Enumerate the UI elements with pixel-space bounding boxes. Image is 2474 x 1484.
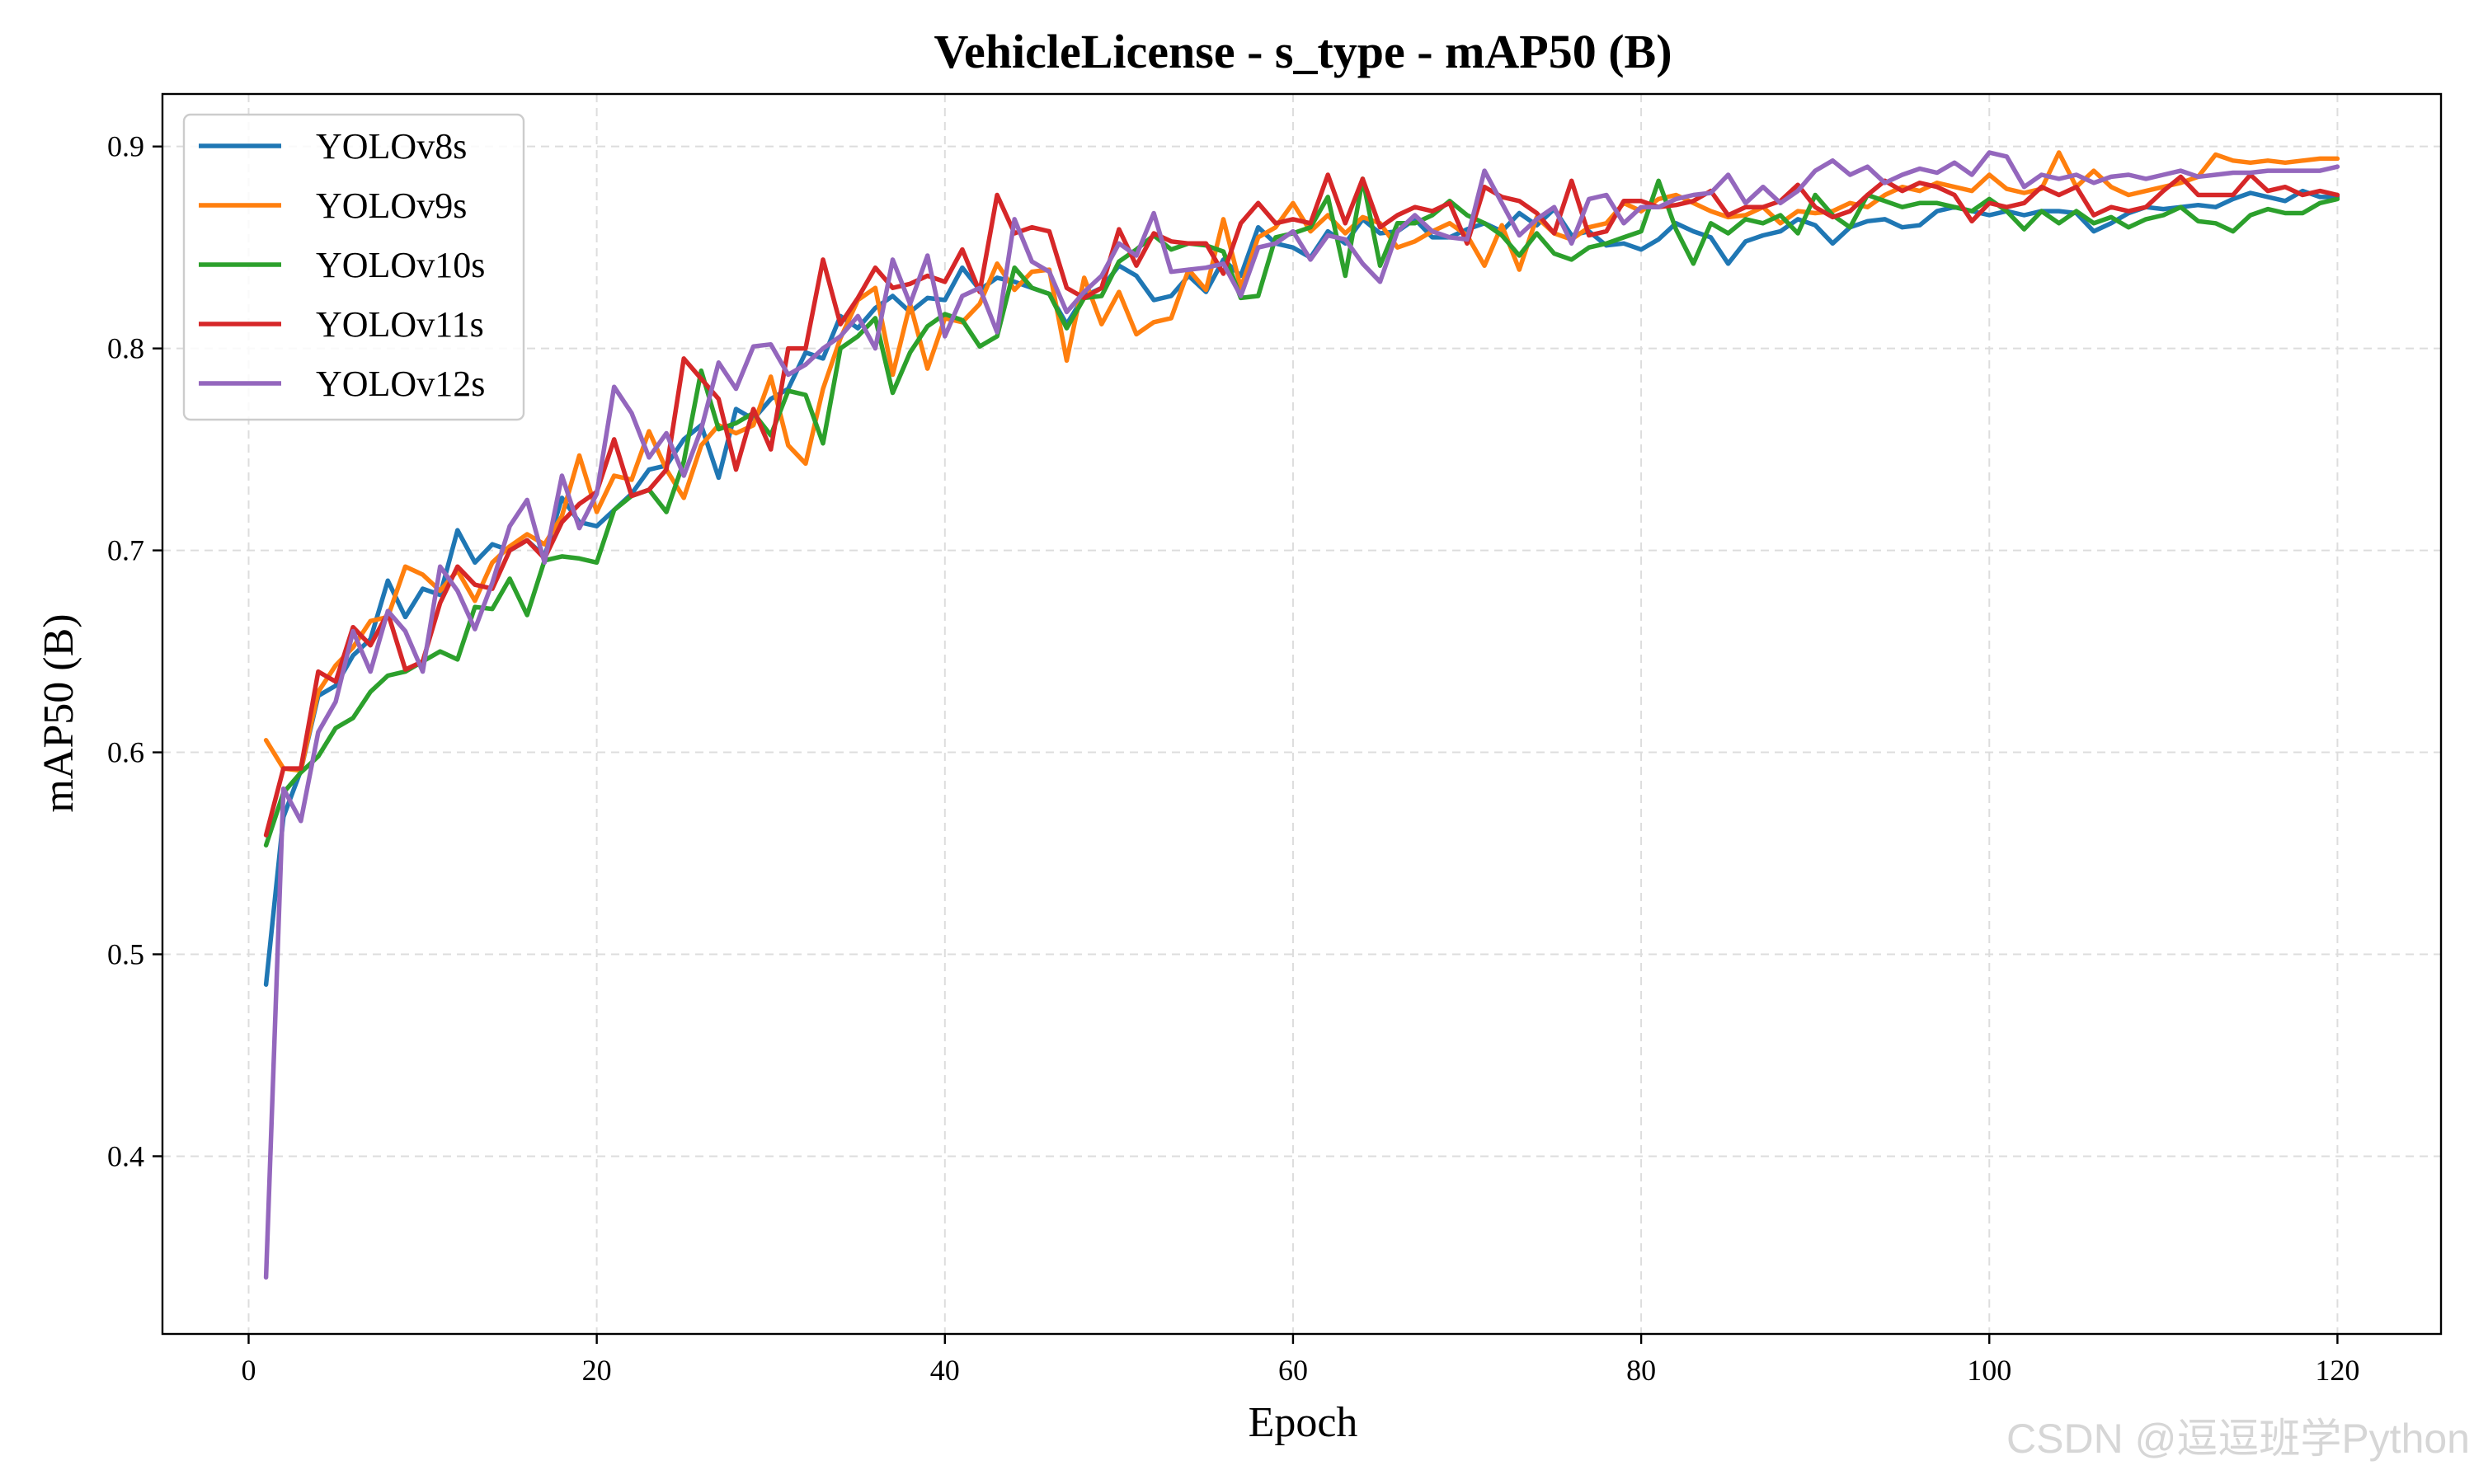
series-line-yolov9s — [263, 150, 2340, 773]
x-tick-label: 100 — [1967, 1354, 2011, 1387]
series-line-yolov12s — [263, 150, 2340, 1280]
legend-label: YOLOv12s — [316, 364, 485, 404]
x-tick-label: 40 — [930, 1354, 960, 1387]
x-tick-label: 0 — [241, 1354, 256, 1387]
y-tick-label: 0.8 — [107, 332, 144, 365]
axis-ticks: 0 20 40 60 80 100 120 0.4 0.5 0.6 0.7 0.8 0.9 — [107, 130, 2359, 1387]
x-tick-label: 60 — [1278, 1354, 1308, 1387]
legend-box — [182, 113, 525, 421]
legend-label: YOLOv10s — [316, 245, 485, 285]
series-line-yolov10s — [263, 176, 2340, 848]
x-axis-label: Epoch — [1249, 1399, 1358, 1446]
x-tick-label: 80 — [1626, 1354, 1656, 1387]
y-axis-label: mAP50 (B) — [35, 613, 82, 812]
series-lines — [263, 150, 2340, 1280]
y-tick-label: 0.5 — [107, 937, 144, 970]
legend-label: YOLOv11s — [316, 304, 484, 345]
y-tick-label: 0.4 — [107, 1139, 144, 1172]
y-tick-label: 0.9 — [107, 130, 144, 163]
legend-label: YOLOv8s — [316, 126, 467, 167]
y-tick-label: 0.6 — [107, 736, 144, 769]
legend-label: YOLOv9s — [316, 186, 467, 226]
axes-frame — [161, 92, 2443, 1336]
chart-title: VehicleLicense - s_type - mAP50 (B) — [934, 25, 1672, 78]
x-tick-label: 120 — [2315, 1354, 2359, 1387]
legend: YOLOv8s YOLOv9s YOLOv10s YOLOv11s YOLOv12s — [182, 113, 525, 421]
y-tick-label: 0.7 — [107, 534, 144, 567]
x-tick-label: 20 — [582, 1354, 612, 1387]
watermark: CSDN @逗逗班学Python — [2006, 1416, 2470, 1462]
series-line-yolov11s — [263, 172, 2340, 838]
